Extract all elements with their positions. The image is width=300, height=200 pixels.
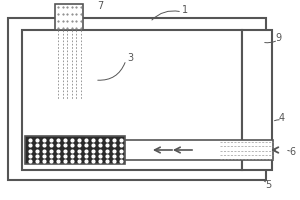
Bar	[25, 136, 125, 164]
Bar	[55, 4, 83, 30]
Text: 3: 3	[127, 53, 133, 63]
Text: 9: 9	[275, 33, 281, 43]
Text: 7: 7	[97, 1, 103, 11]
Text: 5: 5	[265, 180, 271, 190]
Bar	[8, 18, 266, 180]
Bar	[125, 140, 273, 160]
Text: 6: 6	[289, 147, 295, 157]
Text: 1: 1	[182, 5, 188, 15]
Text: 4: 4	[279, 113, 285, 123]
Bar	[22, 30, 242, 170]
Bar	[242, 30, 272, 170]
